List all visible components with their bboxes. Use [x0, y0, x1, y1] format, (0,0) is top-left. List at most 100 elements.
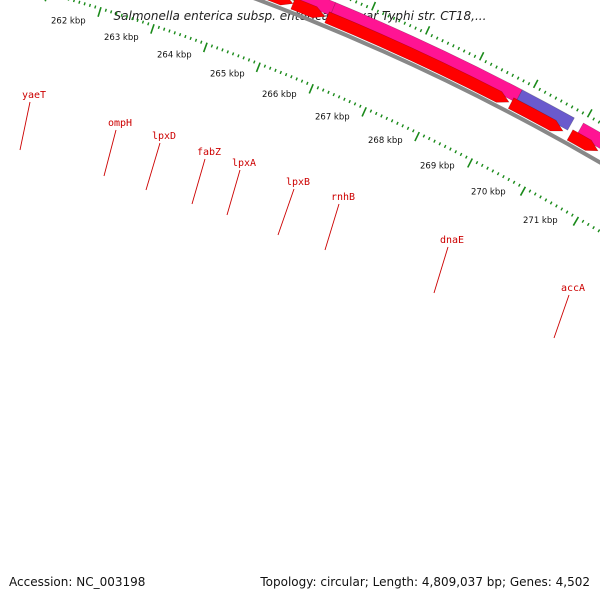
ruler-tick [586, 109, 593, 118]
ruler-tick [570, 105, 574, 109]
ruler-tick [438, 142, 442, 146]
ruler-tick [586, 222, 590, 227]
ruler-tick [544, 198, 548, 202]
ruler-tick [361, 106, 367, 117]
position-label: 265 kbp [210, 70, 245, 80]
gene-label[interactable]: accA [561, 283, 585, 294]
ruler-tick [290, 75, 293, 79]
ruler-tick [131, 17, 134, 21]
gene-leader-line [277, 188, 295, 236]
gene-label[interactable]: dnaE [440, 235, 464, 246]
ruler-tick [559, 99, 563, 103]
ruler-tick [178, 33, 182, 37]
cds-arrow[interactable] [507, 97, 564, 132]
position-label: 264 kbp [157, 51, 192, 61]
position-ruler [44, 0, 600, 233]
ruler-tick [173, 31, 176, 35]
ruler-tick [465, 155, 468, 159]
position-label: 267 kbp [315, 112, 350, 122]
ruler-tick [425, 25, 431, 35]
ruler-tick [396, 121, 399, 125]
ruler-tick [597, 229, 600, 233]
cds-track [231, 0, 599, 152]
ruler-tick [337, 95, 341, 99]
cds-arrow[interactable] [290, 0, 326, 19]
ruler-tick [88, 3, 92, 8]
ruler-tick [125, 15, 129, 19]
ruler-tick [519, 186, 527, 196]
ruler-tick [369, 109, 373, 113]
ruler-tick [549, 201, 553, 205]
ruler-tick [576, 108, 579, 112]
gene-label[interactable]: yaeT [22, 90, 46, 101]
ruler-tick [502, 174, 505, 179]
ruler-tick [387, 14, 390, 18]
ruler-tick [506, 70, 509, 75]
ruler-tick [592, 225, 595, 230]
gene-label[interactable]: rnhB [331, 192, 355, 203]
position-label: 266 kbp [262, 90, 297, 100]
ruler-tick [581, 111, 585, 115]
ruler-tick [443, 144, 447, 149]
ruler-tick [332, 92, 336, 97]
ruler-tick [253, 60, 256, 64]
accession-text: Accession: NC_003198 [9, 575, 146, 589]
ruler-tick [484, 59, 488, 64]
position-label: 263 kbp [104, 33, 139, 43]
gene-leader-line [324, 203, 340, 251]
ruler-tick [381, 11, 385, 16]
gene-label[interactable]: lpxB [286, 177, 310, 188]
ruler-tick [215, 46, 219, 50]
gene-label[interactable]: lpxA [232, 158, 256, 169]
cds-arrow[interactable] [566, 129, 599, 152]
ruler-tick [419, 28, 423, 33]
ruler-tick [433, 139, 436, 143]
ruler-tick [242, 56, 245, 60]
ruler-tick [462, 49, 466, 53]
ruler-tick [549, 93, 552, 97]
ruler-tick [115, 11, 118, 16]
ruler-tick [468, 51, 471, 56]
ruler-tick [511, 73, 515, 77]
ruler-tick [94, 5, 97, 9]
feature-track-upper [291, 0, 600, 149]
ruler-tick [110, 10, 113, 14]
ruler-tick [163, 27, 166, 31]
ruler-tick [538, 87, 542, 92]
ruler-tick [414, 131, 420, 142]
ruler-tick [360, 2, 363, 6]
cds-arrow[interactable] [324, 11, 510, 103]
gene-label[interactable]: ompH [108, 118, 132, 129]
gene-leader-line [553, 294, 570, 339]
ruler-tick [231, 52, 235, 56]
ruler-tick [321, 88, 325, 92]
position-label: 271 kbp [523, 216, 558, 226]
ruler-tick [390, 119, 394, 123]
ruler-tick [512, 180, 516, 184]
genome-summary: Topology: circular; Length: 4,809,037 bp… [260, 575, 590, 589]
ruler-tick [327, 90, 330, 94]
ruler-tick [308, 83, 314, 94]
gene-leader-line [103, 129, 117, 177]
gene-leader-line [191, 158, 206, 205]
ruler-tick [247, 58, 251, 62]
ruler-tick [67, 0, 70, 1]
ruler-tick [478, 51, 485, 61]
position-labels: 262 kbp 263 kbp 264 kbp 265 kbp 266 kbp 267 k… [51, 17, 558, 226]
ruler-tick [157, 25, 161, 30]
ruler-tick [237, 54, 240, 58]
ruler-tick [427, 136, 431, 141]
ruler-tick [268, 66, 272, 70]
cds-arrow[interactable] [231, 0, 294, 6]
ruler-tick [496, 172, 500, 176]
ruler-tick [452, 44, 455, 48]
gene-label[interactable]: lpxD [152, 131, 176, 142]
ruler-tick [202, 42, 208, 53]
ruler-tick [401, 124, 404, 128]
ruler-tick [141, 20, 145, 24]
ruler-tick [446, 41, 450, 45]
ruler-tick [543, 90, 547, 94]
ruler-tick [359, 104, 362, 108]
gene-label[interactable]: fabZ [197, 147, 221, 158]
